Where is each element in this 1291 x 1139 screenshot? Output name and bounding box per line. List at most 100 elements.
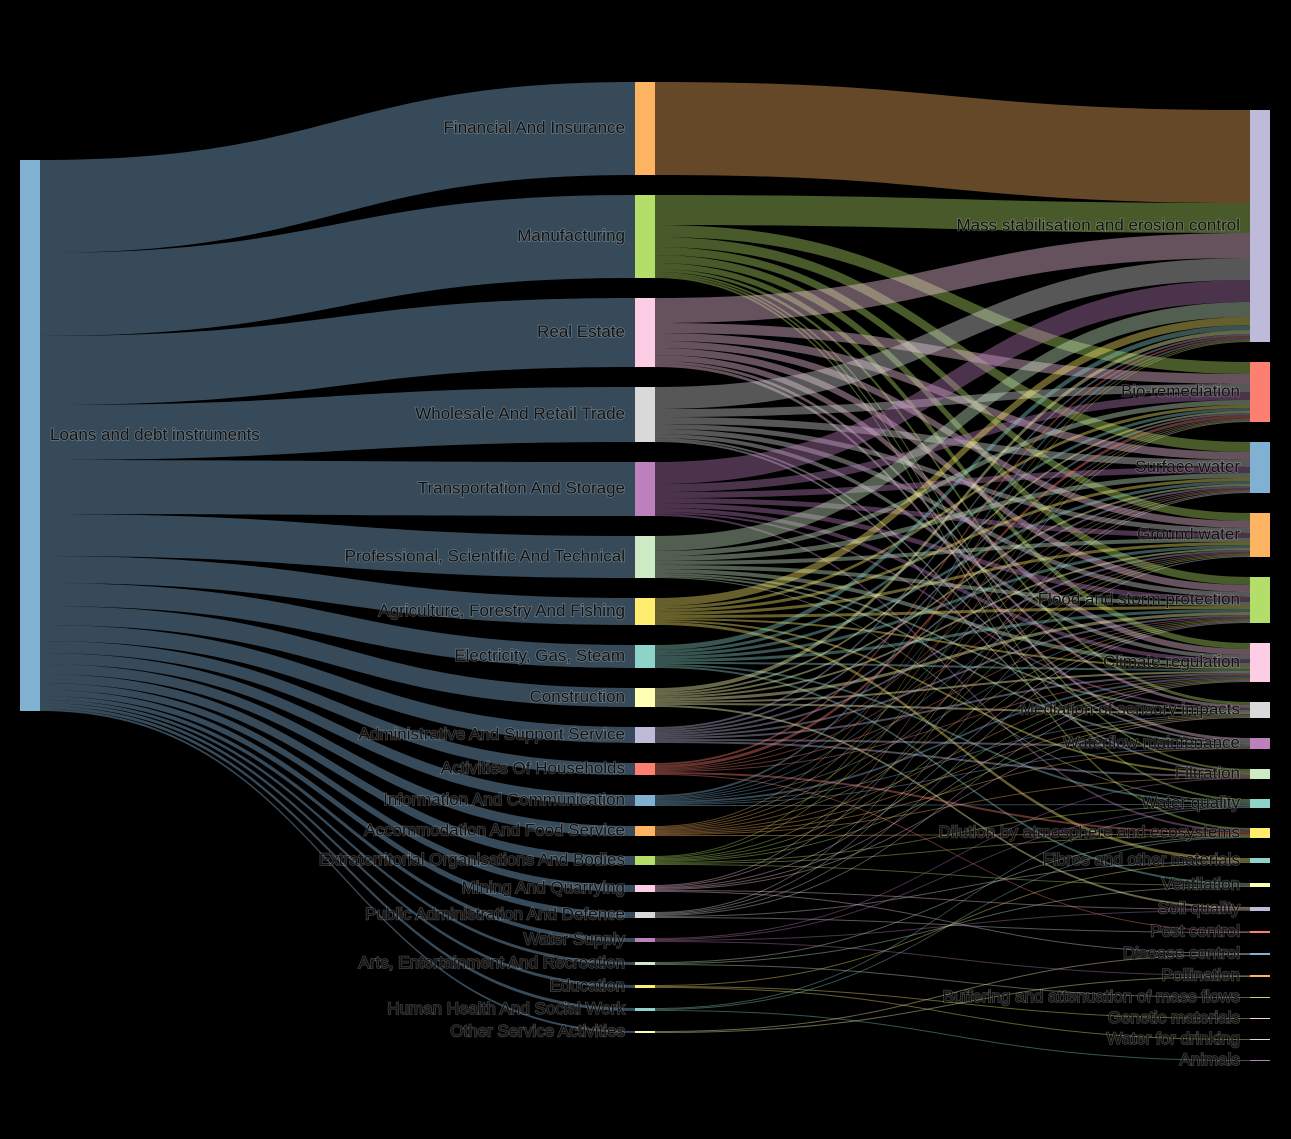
node — [1250, 828, 1270, 838]
link — [655, 964, 1250, 998]
node-label: Pollination — [1162, 965, 1240, 984]
link — [655, 954, 1250, 1032]
link — [655, 424, 1250, 533]
link — [655, 618, 1250, 801]
link — [655, 225, 1250, 374]
node-label: Ground water — [1137, 524, 1240, 543]
link — [655, 195, 1250, 233]
link — [655, 741, 1250, 777]
nodes — [20, 82, 1270, 1061]
node-label: Water Supply — [524, 929, 626, 948]
link — [655, 675, 1250, 772]
link — [40, 514, 635, 578]
link — [655, 615, 1250, 737]
link — [655, 1010, 1250, 1061]
link — [40, 298, 635, 405]
node — [635, 598, 655, 625]
link — [655, 325, 1250, 650]
link — [655, 620, 1250, 775]
link — [655, 715, 1250, 833]
node-label: Waterflow maintenance — [1063, 733, 1240, 752]
link — [40, 606, 635, 707]
link — [655, 717, 1250, 890]
node — [635, 688, 655, 707]
link — [655, 340, 1250, 827]
node-label: Mass stabilisation and erosion control — [957, 215, 1240, 234]
link — [655, 512, 1250, 710]
link — [655, 778, 1250, 939]
node-label: Bio-remediation — [1121, 381, 1240, 400]
link — [655, 748, 1250, 834]
link — [40, 690, 635, 918]
link — [655, 805, 1250, 863]
node — [635, 985, 655, 988]
link — [655, 467, 1250, 498]
node-label: Animals — [1180, 1050, 1240, 1069]
node — [1250, 953, 1270, 955]
link — [655, 415, 1250, 768]
node — [1250, 442, 1270, 493]
node — [1250, 513, 1270, 557]
link — [655, 705, 1250, 909]
node-label: Loans and debt instruments — [50, 425, 260, 444]
node — [635, 856, 655, 865]
node-label: Extraterritorial Organisations And Bodie… — [319, 850, 625, 869]
links — [40, 82, 1250, 1061]
link — [40, 195, 635, 336]
link — [655, 503, 1250, 602]
node — [635, 645, 655, 668]
link — [655, 247, 1250, 521]
node — [1250, 799, 1270, 808]
node-label: Administrative And Support Service — [359, 724, 625, 743]
link — [655, 673, 1250, 739]
link — [40, 583, 635, 668]
link — [655, 864, 1250, 886]
link — [655, 987, 1250, 1040]
node — [635, 462, 655, 516]
node-label: Other Service Activities — [450, 1021, 625, 1040]
link — [655, 679, 1250, 861]
link — [655, 473, 1250, 561]
link — [655, 772, 1250, 834]
link — [655, 542, 1250, 615]
link — [655, 233, 1250, 323]
node-label: Pest control — [1150, 921, 1240, 940]
link — [40, 709, 635, 1033]
node — [635, 795, 655, 806]
link — [655, 341, 1250, 857]
link — [655, 747, 1250, 805]
node-label: Dilution by atmosphere and ecosystems — [939, 822, 1240, 841]
link — [655, 440, 1250, 773]
link — [655, 941, 1250, 976]
link — [655, 550, 1250, 735]
node-label: Arts, Entertainment And Recreation — [359, 953, 625, 972]
node-label: Education — [549, 976, 625, 995]
link — [655, 364, 1250, 741]
node — [1250, 883, 1270, 887]
link — [655, 237, 1250, 452]
link — [655, 400, 1250, 556]
link — [655, 714, 1250, 804]
link — [655, 620, 1250, 860]
link — [655, 862, 1250, 986]
link — [655, 886, 1250, 964]
node-label: Buffering and attenuation of mass flows — [943, 987, 1240, 1006]
link — [655, 664, 1250, 804]
link — [655, 408, 1250, 653]
link — [655, 671, 1250, 703]
link — [655, 556, 1250, 914]
link — [655, 617, 1250, 771]
link — [655, 676, 1250, 803]
link — [655, 545, 1250, 659]
node — [635, 1031, 655, 1033]
node — [1250, 702, 1270, 718]
link — [655, 82, 1250, 203]
node-label: Financial And Insurance — [444, 118, 625, 137]
link — [655, 622, 1250, 915]
node-label: Flood and storm protection — [1038, 589, 1240, 608]
node-label: Electricity, Gas, Steam — [454, 646, 625, 665]
node-label: Filtration — [1175, 763, 1240, 782]
link — [655, 272, 1250, 771]
link — [655, 618, 1250, 669]
link — [655, 917, 1250, 933]
